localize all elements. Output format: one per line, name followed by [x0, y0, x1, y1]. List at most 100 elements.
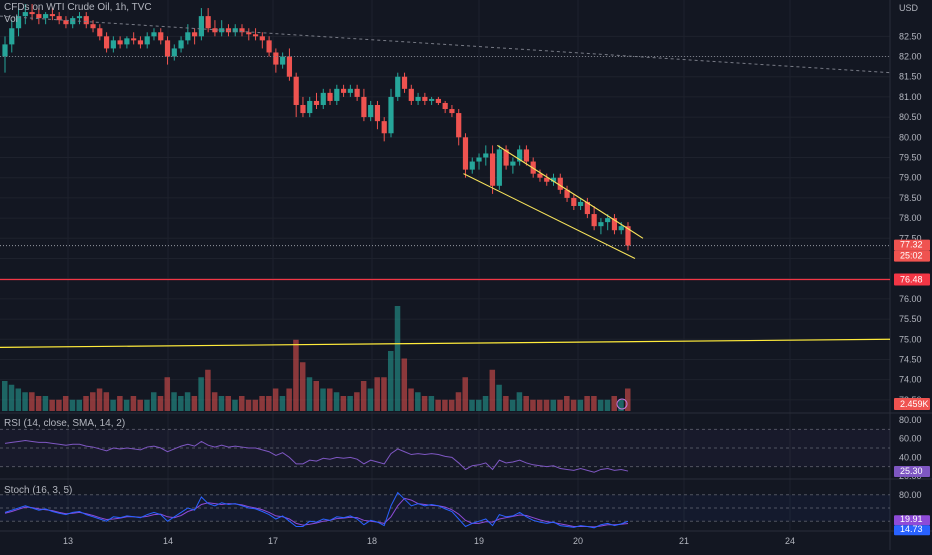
stoch-k-badge: 19.91 [900, 514, 923, 524]
candle-body [456, 113, 462, 138]
candle-body [381, 121, 387, 134]
time-label: 13 [63, 536, 73, 546]
candle-body [307, 100, 313, 114]
candle-body [408, 88, 414, 101]
volume-bar [137, 399, 143, 411]
volume-bar [29, 392, 35, 411]
candle-body [611, 218, 618, 231]
rsi-line [4, 440, 629, 473]
rsi-value-badge-bg [894, 466, 930, 478]
rsi-legend[interactable]: RSI (14, close, SMA, 14, 2) [4, 418, 125, 429]
volume-bar [625, 388, 631, 411]
volume-bar [49, 399, 55, 411]
volume-bar [503, 396, 509, 411]
volume-bar [557, 399, 563, 411]
time-axis[interactable]: 13 14 17 18 19 20 21 24 [63, 536, 795, 546]
candle-body [388, 96, 394, 134]
symbol-legend[interactable]: CFDs on WTI Crude Oil, 1h, TVC [4, 2, 152, 13]
candle-body [97, 28, 103, 37]
volume-badge-bg [894, 398, 930, 410]
candle-body [198, 16, 204, 37]
volume-bar [266, 396, 272, 411]
candle-body [354, 88, 360, 97]
volume-bar [530, 399, 536, 411]
volume-bar [482, 396, 489, 411]
rsi-value-badge: 25.30 [900, 466, 923, 476]
volume-bar [42, 396, 49, 411]
time-label: 21 [679, 536, 689, 546]
level-badge: 76.48 [900, 275, 923, 285]
volume-bar [489, 369, 496, 411]
event-marker-icon [616, 398, 628, 410]
volume-bar [550, 399, 557, 411]
candle-body [435, 98, 441, 103]
candle-body [144, 36, 150, 45]
time-label: 14 [163, 536, 173, 546]
volume-bar [462, 377, 468, 411]
dashed-trendline [0, 15, 891, 74]
candle-body [63, 20, 69, 25]
volume-legend[interactable]: Vol [4, 14, 18, 25]
volume-bar [15, 388, 22, 411]
candle-body [76, 16, 83, 19]
candle-body [158, 32, 164, 41]
stoch-legend[interactable]: Stoch (16, 3, 5) [4, 485, 72, 496]
symbol-title[interactable]: CFDs on WTI Crude Oil, 1h, TVC [4, 2, 152, 13]
candle-body [83, 16, 89, 25]
candle-body [557, 177, 563, 190]
volume-bar [150, 392, 157, 411]
candle-body [192, 32, 198, 37]
volume-bar [374, 377, 380, 411]
volume-bar [8, 384, 15, 411]
volume-bar [69, 399, 76, 411]
candle-body [489, 153, 496, 186]
candle-body [131, 38, 137, 41]
volume-bar [428, 396, 435, 411]
drawing-lines[interactable] [0, 15, 891, 410]
volume-bar [225, 396, 231, 411]
candle-body [117, 40, 123, 45]
volume-bar [205, 369, 211, 411]
price-tick-label: 78.00 [899, 213, 922, 223]
rsi-label: RSI (14, close, SMA, 14, 2) [4, 418, 126, 429]
volume-bar [564, 396, 570, 411]
candle-body [313, 100, 320, 105]
candle-body [625, 226, 631, 246]
rsi-tick-label: 80.00 [899, 415, 922, 425]
volume-bar [381, 377, 387, 411]
candle-body [530, 161, 536, 174]
volume-bar [516, 392, 523, 411]
candle-body [605, 218, 611, 223]
price-tick-label: 81.50 [899, 72, 922, 82]
rsi-pane[interactable] [0, 428, 890, 473]
price-tick-label: 78.50 [899, 193, 922, 203]
candle-body [2, 44, 8, 57]
volume-bar [320, 388, 326, 411]
volume-bar [211, 392, 218, 411]
candle-body [429, 98, 435, 101]
volume-bar [421, 396, 428, 411]
price-axis[interactable]: 82.50 82.00 81.50 81.00 80.50 80.00 79.50 79.00… [894, 31, 930, 536]
price-tick-label: 74.00 [899, 375, 922, 385]
price-tick-label: 75.00 [899, 334, 922, 344]
volume-bar [62, 396, 69, 411]
candle-body [103, 36, 110, 49]
volume-bar [543, 399, 550, 411]
stoch-pane[interactable] [0, 491, 890, 529]
candle-body [239, 28, 245, 33]
candle-body [476, 157, 482, 162]
volume-bar [387, 351, 394, 411]
candle-body [43, 14, 49, 19]
candlestick-series[interactable] [2, 4, 631, 251]
volume-bar [239, 396, 245, 411]
candle-body [584, 201, 590, 215]
volume-bar [144, 399, 150, 411]
candle-body [178, 40, 184, 49]
candle-body [286, 56, 293, 77]
volume-bar [279, 396, 286, 411]
time-label: 18 [367, 536, 377, 546]
volume-bar [198, 377, 204, 411]
